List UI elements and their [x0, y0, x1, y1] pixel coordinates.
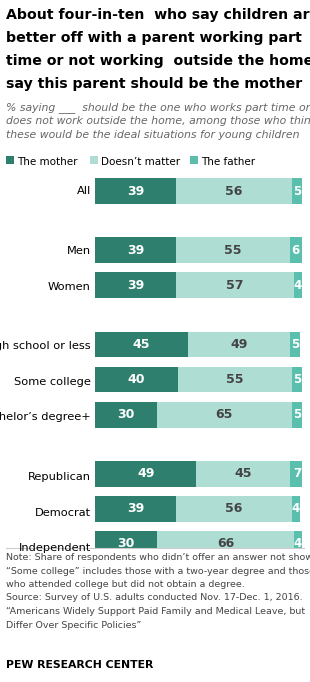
Text: 45: 45: [133, 338, 150, 351]
Text: The father: The father: [201, 157, 255, 167]
Text: 5: 5: [293, 373, 301, 386]
Text: Bachelor’s degree+: Bachelor’s degree+: [0, 413, 91, 422]
Text: Republican: Republican: [28, 472, 91, 482]
Text: 6: 6: [292, 243, 300, 257]
Text: 4: 4: [292, 503, 300, 516]
Bar: [290, 461, 304, 487]
Text: 39: 39: [127, 503, 144, 516]
Bar: [292, 367, 302, 392]
Text: does not work outside the home, among those who think: does not work outside the home, among th…: [6, 116, 310, 126]
Bar: [197, 461, 290, 487]
Text: 56: 56: [225, 503, 242, 516]
Bar: [188, 331, 290, 357]
Text: 45: 45: [234, 467, 252, 480]
Text: 55: 55: [224, 243, 241, 257]
Bar: [176, 237, 290, 263]
Bar: [292, 496, 300, 522]
Bar: [294, 272, 302, 298]
Bar: [95, 237, 176, 263]
Text: 49: 49: [230, 338, 248, 351]
Text: 39: 39: [127, 243, 144, 257]
Text: Note: Share of respondents who didn’t offer an answer not shown.: Note: Share of respondents who didn’t of…: [6, 553, 310, 562]
Bar: [95, 496, 176, 522]
Bar: [95, 272, 176, 298]
Text: 49: 49: [137, 467, 154, 480]
Bar: [95, 367, 178, 392]
Text: 5: 5: [291, 338, 299, 351]
Bar: [95, 531, 157, 557]
Text: 56: 56: [225, 185, 242, 198]
Text: Men: Men: [67, 246, 91, 256]
Text: Some college: Some college: [14, 377, 91, 387]
Text: 55: 55: [226, 373, 243, 386]
Text: 7: 7: [293, 467, 301, 480]
Bar: [176, 496, 292, 522]
Text: 57: 57: [226, 279, 243, 292]
Bar: [176, 272, 294, 298]
Text: time or not working  outside the home: time or not working outside the home: [6, 54, 310, 68]
Bar: [95, 331, 188, 357]
Text: 39: 39: [127, 279, 144, 292]
Text: All: All: [77, 186, 91, 196]
Text: Differ Over Specific Policies”: Differ Over Specific Policies”: [6, 621, 141, 629]
Bar: [178, 367, 292, 392]
Text: say this parent should be the mother: say this parent should be the mother: [6, 77, 302, 91]
Bar: [290, 331, 300, 357]
Text: these would be the ideal situations for young children: these would be the ideal situations for …: [6, 130, 299, 140]
Text: 40: 40: [128, 373, 145, 386]
Text: Doesn’t matter: Doesn’t matter: [101, 157, 180, 167]
Text: 5: 5: [293, 408, 301, 421]
Text: High school or less: High school or less: [0, 342, 91, 351]
Text: The mother: The mother: [17, 157, 78, 167]
Text: 4: 4: [294, 279, 302, 292]
Text: 30: 30: [117, 537, 135, 550]
Text: 4: 4: [294, 537, 302, 550]
Text: Democrat: Democrat: [35, 507, 91, 518]
Bar: [95, 178, 176, 204]
Bar: [95, 461, 197, 487]
Text: About four-in-ten  who say children are: About four-in-ten who say children are: [6, 8, 310, 22]
Text: 5: 5: [293, 185, 301, 198]
Text: “Americans Widely Support Paid Family and Medical Leave, but: “Americans Widely Support Paid Family an…: [6, 607, 305, 616]
Bar: [176, 178, 292, 204]
Bar: [95, 402, 157, 428]
Text: 39: 39: [127, 185, 144, 198]
Text: Independent: Independent: [19, 543, 91, 553]
Text: 66: 66: [217, 537, 234, 550]
Text: Source: Survey of U.S. adults conducted Nov. 17-Dec. 1, 2016.: Source: Survey of U.S. adults conducted …: [6, 593, 303, 602]
Text: 30: 30: [117, 408, 135, 421]
Text: 65: 65: [216, 408, 233, 421]
Bar: [294, 531, 302, 557]
Text: PEW RESEARCH CENTER: PEW RESEARCH CENTER: [6, 660, 153, 670]
Bar: [157, 402, 292, 428]
Text: “Some college” includes those with a two-year degree and those: “Some college” includes those with a two…: [6, 567, 310, 576]
Text: Women: Women: [48, 282, 91, 292]
Text: % saying ___  should be the one who works part time or: % saying ___ should be the one who works…: [6, 102, 310, 113]
Text: who attended college but did not obtain a degree.: who attended college but did not obtain …: [6, 580, 245, 589]
Bar: [290, 237, 302, 263]
Bar: [292, 178, 302, 204]
Text: better off with a parent working part: better off with a parent working part: [6, 31, 302, 45]
Bar: [292, 402, 302, 428]
Bar: [157, 531, 294, 557]
